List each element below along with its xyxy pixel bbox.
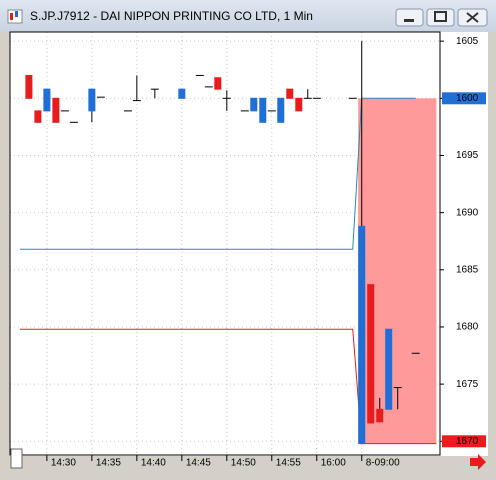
candle-body	[277, 97, 285, 123]
candle-body	[88, 88, 96, 112]
x-tick-label: 14:40	[141, 458, 166, 469]
x-tick-label: 14:55	[276, 458, 301, 469]
x-tick-label: 8-09:00	[366, 458, 400, 469]
x-tick-label: 16:00	[321, 458, 346, 469]
candle-body	[376, 408, 384, 423]
x-axis-strip	[10, 456, 440, 470]
scroll-right-arrow[interactable]	[470, 454, 486, 470]
candle-body	[385, 328, 393, 410]
plot	[10, 32, 440, 455]
x-tick-label: 14:50	[231, 458, 256, 469]
y-tick-label: 1675	[456, 379, 479, 390]
candle-body	[34, 110, 42, 123]
y-tick-label: 1600	[456, 93, 479, 104]
window-icon	[7, 9, 23, 24]
close-button[interactable]	[457, 8, 488, 27]
y-tick-label: 1690	[456, 207, 479, 218]
x-tick-label: 14:35	[96, 458, 121, 469]
plot-border	[9, 31, 441, 456]
scroll-thumb[interactable]	[10, 448, 23, 469]
candle-body	[178, 88, 186, 99]
candle-body	[286, 88, 294, 99]
candle-body	[358, 225, 366, 445]
y-tick-label: 1680	[456, 322, 479, 333]
window-title: S.JP.J7912 - DAI NIPPON PRINTING CO LTD,…	[30, 9, 313, 23]
y-tick-label: 1670	[456, 436, 479, 447]
candle-body	[250, 97, 258, 112]
minimize-button[interactable]	[395, 8, 424, 27]
y-tick-label: 1605	[456, 36, 479, 47]
candle-body	[259, 97, 267, 123]
level-line	[19, 97, 416, 250]
y-tick-label: 1685	[456, 264, 479, 275]
x-tick-label: 14:30	[51, 458, 76, 469]
y-tick-label: 1695	[456, 150, 479, 161]
price-marker	[442, 435, 486, 448]
candle-body	[43, 88, 51, 112]
candle-body	[367, 284, 375, 424]
candle-body	[295, 97, 303, 112]
price-marker	[442, 92, 486, 105]
candle-body	[52, 97, 60, 123]
candle-body	[214, 77, 222, 90]
maximize-button[interactable]	[426, 8, 455, 27]
x-tick-label: 14:45	[186, 458, 211, 469]
level-line	[19, 328, 437, 445]
candle-body	[25, 74, 33, 99]
